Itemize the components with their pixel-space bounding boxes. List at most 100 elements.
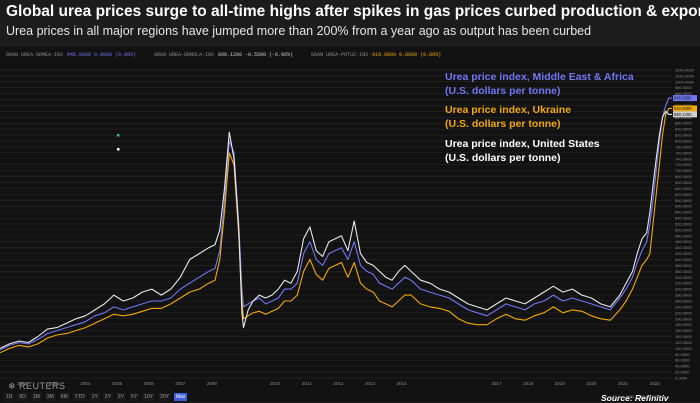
- series-line-1: [0, 107, 672, 354]
- timeframe-button-6m[interactable]: 6M: [58, 393, 70, 401]
- y-tick-label: 620.0000: [675, 192, 692, 197]
- x-axis: 2002 2003 2004 2005 2006 2007 2008 2010 2011 2012…: [17, 381, 660, 386]
- y-tick-label: 460.0000: [675, 239, 692, 244]
- y-tick-label: 280.0000: [675, 293, 692, 298]
- y-tick-label: 1020.0000: [675, 73, 695, 78]
- timeframe-button-1d[interactable]: 1D: [4, 393, 15, 401]
- timeframe-button-20y[interactable]: 20Y: [158, 393, 171, 401]
- annotation-us-line2: (U.S. dollars per tonne): [445, 152, 561, 164]
- timeframe-button-3m[interactable]: 3M: [44, 393, 56, 401]
- annotation-us-line1: Urea price index, United States: [445, 138, 600, 150]
- y-tick-label: 360.0000: [675, 269, 692, 274]
- x-tick-label: 2010: [270, 381, 281, 386]
- y-tick-label: 820.0000: [675, 133, 692, 138]
- legend-item-ukraine[interactable]: GRAN UREA-PRTUZ-INX 910.0000 0.0000 (0.00…: [311, 52, 442, 58]
- y-tick-label: 500.0000: [675, 227, 692, 232]
- y-tick-label: 980.0000: [675, 85, 692, 90]
- last-value-label-0: 945.0000: [674, 96, 692, 101]
- y-tick-label: 140.0000: [675, 334, 692, 339]
- y-tick-label: 200.0000: [675, 316, 692, 321]
- marker-dot-green: [117, 134, 120, 137]
- y-tick-label: 540.0000: [675, 216, 692, 221]
- timeframe-button-10y[interactable]: 10Y: [142, 393, 156, 401]
- annotation-middle-east: Urea price index, Middle East & Africa (…: [445, 70, 634, 98]
- series-line-0: [0, 97, 672, 351]
- x-tick-label: 2018: [523, 381, 534, 386]
- y-tick-label: 60.0000: [675, 358, 690, 363]
- y-tick-label: 780.0000: [675, 144, 692, 149]
- x-tick-label: 2005: [112, 381, 123, 386]
- y-tick-label: 800.0000: [675, 139, 692, 144]
- timeframe-button-1y[interactable]: 1Y: [89, 393, 100, 401]
- y-tick-label: 860.0000: [675, 121, 692, 126]
- y-tick-label: 340.0000: [675, 275, 692, 280]
- y-tick-label: 680.0000: [675, 174, 692, 179]
- y-tick-label: 640.0000: [675, 186, 692, 191]
- timeframe-button-5d[interactable]: 5D: [17, 393, 28, 401]
- x-tick-label: 2003: [49, 381, 60, 386]
- y-tick-label: 400.0000: [675, 257, 692, 262]
- x-tick-label: 2002: [17, 381, 28, 386]
- x-tick-label: 2021: [618, 381, 629, 386]
- y-tick-label: 100.0000: [675, 346, 692, 351]
- y-tick-label: 220.0000: [675, 310, 692, 315]
- annotation-ukraine: Urea price index, Ukraine (U.S. dollars …: [445, 103, 571, 131]
- y-tick-label: 0.0000: [675, 376, 688, 381]
- grid-lines: [0, 69, 672, 379]
- y-tick-label: 160.0000: [675, 328, 692, 333]
- chart-subtitle: Urea prices in all major regions have ju…: [6, 24, 592, 38]
- annotation-middle-east-line2: (U.S. dollars per tonne): [445, 85, 561, 97]
- timeframe-button-2y[interactable]: 2Y: [102, 393, 113, 401]
- x-tick-label: 2020: [586, 381, 597, 386]
- x-tick-label: 2004: [80, 381, 91, 386]
- series-lines: [0, 97, 672, 354]
- x-tick-label: 2012: [333, 381, 344, 386]
- x-tick-label: 2014: [397, 381, 408, 386]
- legend-item-nola[interactable]: GRAN UREA-GRNOLA-INX 890.1200 -0.5500 (-0…: [154, 52, 294, 58]
- annotation-ukraine-line2: (U.S. dollars per tonne): [445, 118, 561, 130]
- y-tick-label: 80.0000: [675, 352, 690, 357]
- y-tick-label: 560.0000: [675, 210, 692, 215]
- chart-title: Global urea prices surge to all-time hig…: [6, 3, 700, 20]
- series-line-2: [0, 110, 672, 349]
- y-tick-label: 960.0000: [675, 91, 692, 96]
- legend-item-middle-east[interactable]: GRAN UREA-GRMEA-INX 945.0000 0.0000 (0.00…: [6, 52, 137, 58]
- last-value-label-2: 890.1200: [674, 112, 692, 117]
- y-tick-label: 1000.0000: [675, 79, 695, 84]
- timeframe-button-5y[interactable]: 5Y: [129, 393, 140, 401]
- y-tick-label: 380.0000: [675, 263, 692, 268]
- y-tick-label: 300.0000: [675, 287, 692, 292]
- timeframe-button-3y[interactable]: 3Y: [115, 393, 127, 401]
- x-tick-label: 2017: [491, 381, 502, 386]
- annotation-us: Urea price index, United States (U.S. do…: [445, 137, 600, 165]
- y-tick-label: 40.0000: [675, 364, 690, 369]
- x-tick-label: 2022: [650, 381, 661, 386]
- timeframe-button-max[interactable]: Max: [173, 393, 188, 401]
- y-tick-label: 700.0000: [675, 168, 692, 173]
- y-tick-label: 120.0000: [675, 340, 692, 345]
- y-tick-label: 520.0000: [675, 221, 692, 226]
- annotation-ukraine-line1: Urea price index, Ukraine: [445, 104, 572, 116]
- timeframe-button-1m[interactable]: 1M: [30, 393, 42, 401]
- x-tick-label: 2008: [207, 381, 218, 386]
- y-tick-label: 480.0000: [675, 233, 692, 238]
- y-tick-label: 180.0000: [675, 322, 692, 327]
- y-tick-label: 440.0000: [675, 245, 692, 250]
- x-tick-label: 2011: [302, 381, 312, 386]
- source-label: Source: Refinitiv: [601, 393, 669, 403]
- y-tick-label: 660.0000: [675, 180, 692, 185]
- y-tick-label: 580.0000: [675, 204, 692, 209]
- last-value-box-0: [673, 95, 697, 102]
- timeframe-button-ytd[interactable]: YTD: [72, 393, 87, 401]
- x-tick-label: 2006: [144, 381, 155, 386]
- y-tick-label: 720.0000: [675, 162, 692, 167]
- x-tick-label: 2013: [365, 381, 376, 386]
- legend-strip: GRAN UREA-GRMEA-INX 945.0000 0.0000 (0.00…: [6, 52, 441, 58]
- y-tick-label: 320.0000: [675, 281, 692, 286]
- annotation-middle-east-line1: Urea price index, Middle East & Africa: [445, 71, 634, 83]
- date-range: 26-Apr-2001 → 11-Jul-2022: [612, 394, 662, 399]
- y-tick-label: 840.0000: [675, 127, 692, 132]
- x-tick-label: 2007: [175, 381, 186, 386]
- y-tick-label: 1040.0000: [675, 67, 695, 72]
